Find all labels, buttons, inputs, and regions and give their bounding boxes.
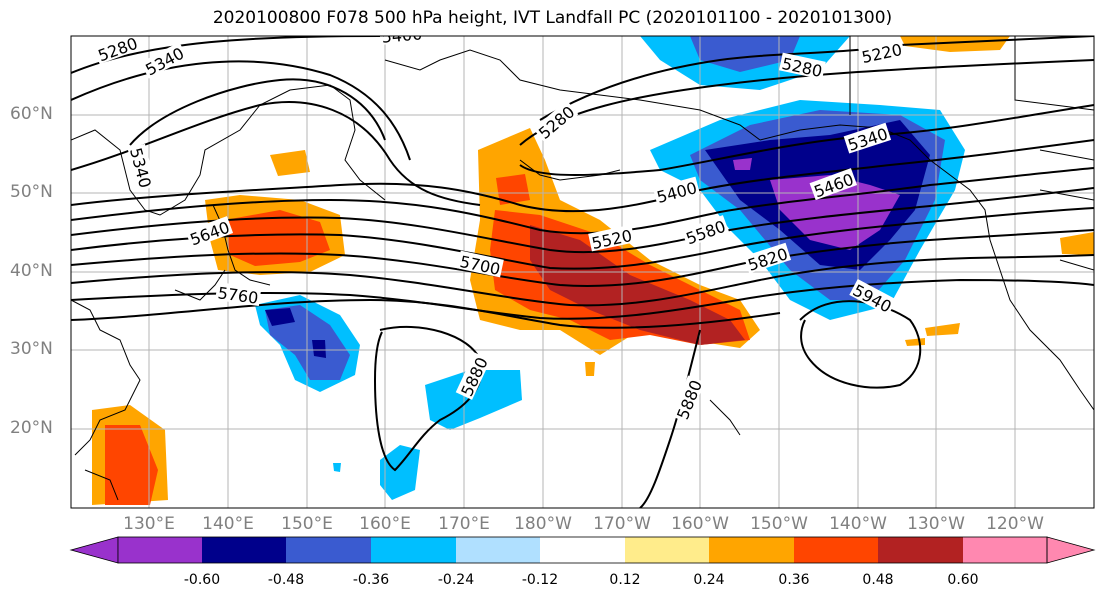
colorbar-segment bbox=[878, 537, 963, 563]
colorbar-segment bbox=[963, 537, 1047, 563]
contour-label: 5400 bbox=[655, 178, 699, 207]
colorbar-tick-label: 0.36 bbox=[778, 572, 810, 588]
colorbar-tick-label: -0.48 bbox=[267, 572, 305, 588]
colorbar-segment bbox=[371, 537, 456, 563]
lat-label: 50°N bbox=[10, 182, 53, 202]
lat-label: 60°N bbox=[10, 104, 53, 124]
colorbar-segment bbox=[202, 537, 286, 563]
height-contours bbox=[71, 36, 1094, 508]
contour-label: 5400 bbox=[381, 24, 423, 46]
lon-label: 150°E bbox=[281, 514, 333, 534]
colorbar-tick-label: -0.60 bbox=[183, 572, 221, 588]
ivt-positive-shading bbox=[92, 36, 1094, 505]
colorbar-segment bbox=[540, 537, 625, 563]
contour-label: 5760 bbox=[217, 283, 260, 307]
colorbar-tick-label: 0.48 bbox=[862, 572, 894, 588]
colorbar-segment bbox=[456, 537, 540, 563]
lon-label: 140°E bbox=[202, 514, 254, 534]
colorbar-segment bbox=[118, 537, 202, 563]
contour-label: 5880 bbox=[673, 377, 706, 422]
contour-label: 5220 bbox=[860, 40, 904, 67]
lon-label: 170°E bbox=[438, 514, 490, 534]
lon-label: 160°E bbox=[359, 514, 411, 534]
lon-label: 130°E bbox=[123, 514, 175, 534]
colorbar-tick-label: 0.12 bbox=[609, 572, 641, 588]
colorbar-segment bbox=[709, 537, 794, 563]
lon-label: 130°W bbox=[907, 514, 965, 534]
colorbar-extend-max bbox=[1046, 536, 1096, 564]
colorbar bbox=[69, 536, 1096, 564]
lon-label: 120°W bbox=[986, 514, 1044, 534]
contour-label: 5280 bbox=[95, 34, 140, 66]
map-frame bbox=[70, 35, 1095, 509]
lon-label: 140°W bbox=[829, 514, 887, 534]
lat-label: 30°N bbox=[10, 339, 53, 359]
lat-label: 20°N bbox=[10, 418, 53, 438]
colorbar-tick-label: -0.12 bbox=[521, 572, 559, 588]
contour-label: 5340 bbox=[126, 146, 155, 190]
colorbar-segment bbox=[625, 537, 709, 563]
lat-label: 40°N bbox=[10, 261, 53, 281]
map-title: 2020100800 F078 500 hPa height, IVT Land… bbox=[212, 8, 893, 28]
contour-label: 5580 bbox=[683, 217, 728, 249]
lon-label: 170°W bbox=[593, 514, 651, 534]
colorbar-segment bbox=[286, 537, 371, 563]
colorbar-extend-min bbox=[69, 536, 119, 564]
colorbar-segment bbox=[794, 537, 878, 563]
lon-label: 180°W bbox=[514, 514, 572, 534]
lon-label: 150°W bbox=[750, 514, 808, 534]
colorbar-tick-label: -0.24 bbox=[437, 572, 475, 588]
colorbar-tick-label: 0.24 bbox=[693, 572, 725, 588]
lon-label: 160°W bbox=[671, 514, 729, 534]
colorbar-tick-label: 0.60 bbox=[947, 572, 979, 588]
colorbar-tick-label: -0.36 bbox=[352, 572, 390, 588]
